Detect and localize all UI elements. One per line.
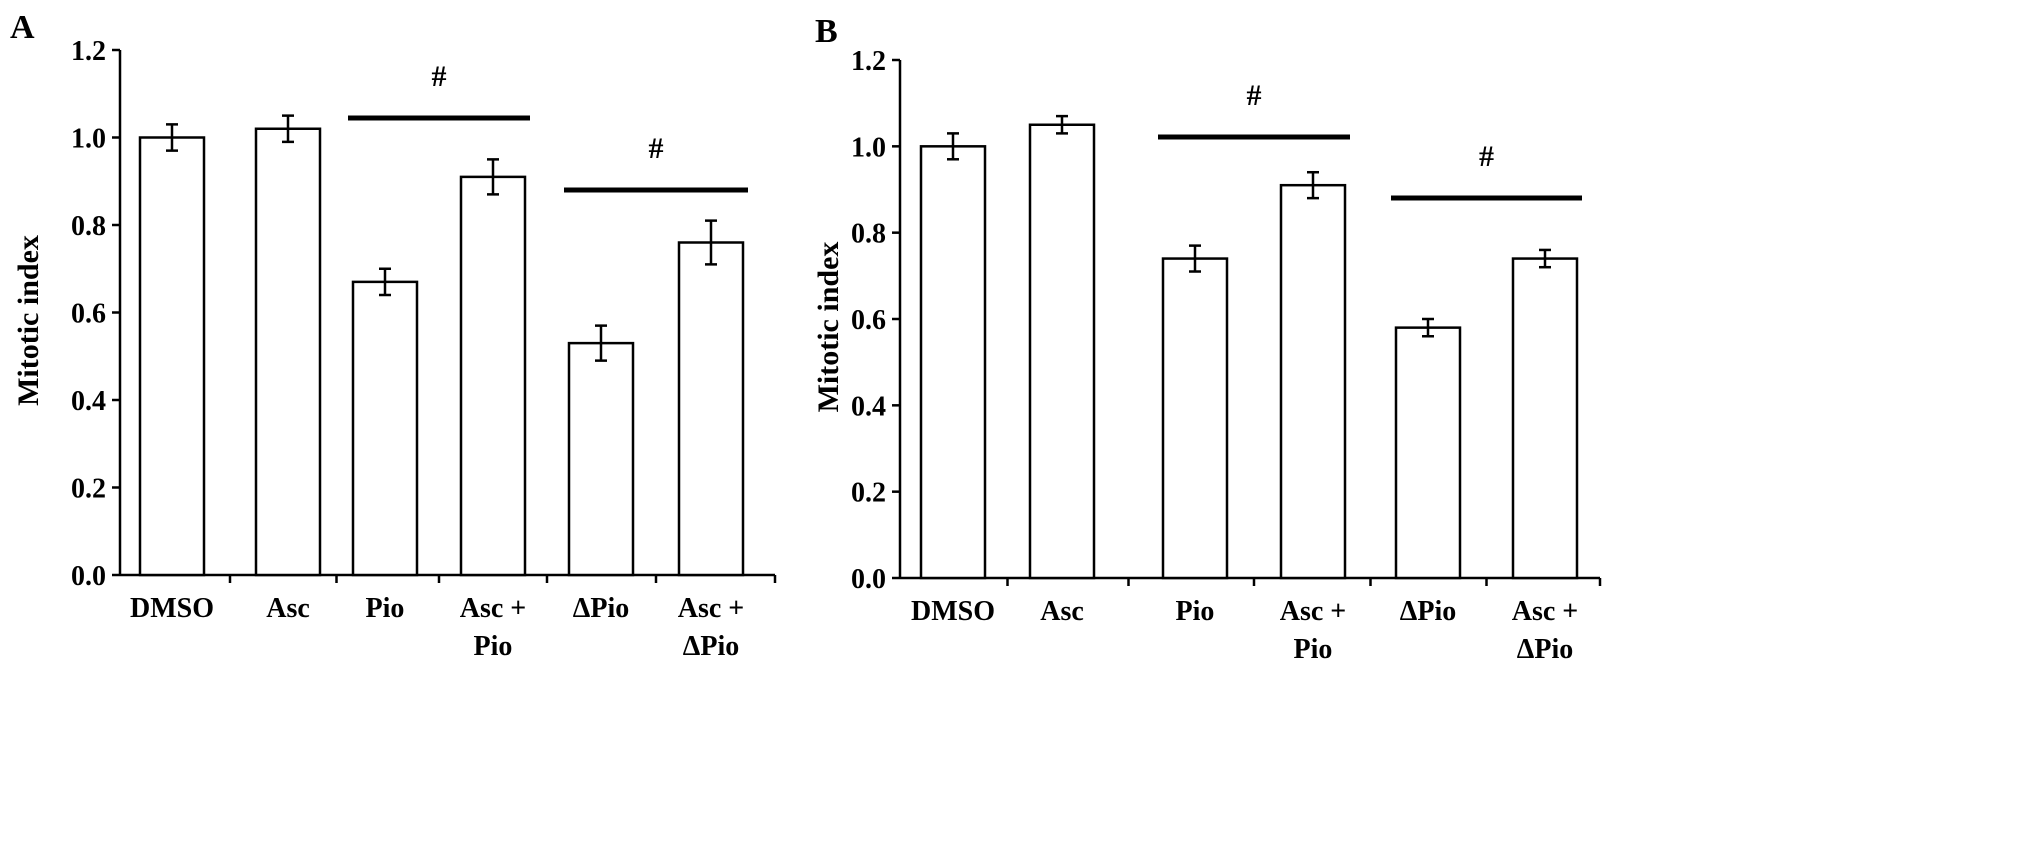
bar: [1161, 257, 1229, 580]
x-tick-label: Asc +: [1280, 596, 1347, 627]
x-tick-label: Pio: [1294, 634, 1333, 665]
x-tick-label: DMSO: [130, 593, 214, 624]
bar: [1279, 183, 1347, 580]
y-tick-label: 1.2: [71, 36, 106, 67]
y-tick-label: 0.8: [851, 219, 886, 250]
y-axis-label: Mitotic index: [812, 242, 845, 413]
x-tick-label: Pio: [474, 631, 513, 662]
x-tick-label: Pio: [1176, 596, 1215, 627]
bar: [254, 127, 322, 577]
bar: [919, 145, 987, 580]
panel-a: A 0.0 0.2 0.4 0.6 0.8 1.0 1.2 Mitotic index DMSO A…: [10, 9, 777, 662]
y-tick-label: 0.4: [71, 386, 106, 417]
x-tick-label: Asc: [1040, 596, 1084, 627]
x-tick-label: Asc +: [1512, 596, 1579, 627]
bar: [1511, 257, 1579, 580]
y-tick-label: 0.2: [71, 474, 106, 505]
bar: [1394, 326, 1462, 580]
x-tick-label: DMSO: [911, 596, 995, 627]
significance-symbol: #: [649, 132, 664, 165]
x-tick-label: Asc: [266, 593, 310, 624]
significance-symbol: #: [1479, 140, 1494, 173]
y-axis-label: Mitotic index: [12, 235, 45, 406]
significance-symbol: #: [432, 60, 447, 93]
x-tick-label: Asc +: [460, 593, 527, 624]
bar: [351, 280, 419, 577]
bar: [138, 136, 206, 577]
bar: [677, 241, 745, 577]
y-tick-label: 0.0: [851, 564, 886, 595]
x-tick-label: Pio: [366, 593, 405, 624]
significance-symbol: #: [1247, 79, 1262, 112]
y-tick-label: 1.2: [851, 46, 886, 77]
y-tick-label: 0.0: [71, 561, 106, 592]
y-tick-label: 0.6: [71, 299, 106, 330]
x-tick-label: ΔPio: [573, 593, 629, 624]
x-tick-label: ΔPio: [1400, 596, 1456, 627]
x-tick-label: ΔPio: [683, 631, 739, 662]
x-tick-label: ΔPio: [1517, 634, 1573, 665]
bar: [459, 175, 527, 577]
y-tick-label: 1.0: [851, 132, 886, 163]
y-tick-label: 1.0: [71, 124, 106, 155]
panel-label: B: [815, 13, 838, 50]
y-tick-label: 0.2: [851, 478, 886, 509]
bar: [1028, 123, 1096, 580]
y-tick-label: 0.6: [851, 305, 886, 336]
bar: [567, 341, 635, 577]
y-tick-label: 0.4: [851, 391, 886, 422]
y-tick-label: 0.8: [71, 211, 106, 242]
panel-b: B 0.0 0.2 0.4 0.6 0.8 1.0 1.2 Mitotic index DMSO A…: [812, 13, 1602, 665]
panel-label: A: [10, 9, 35, 46]
x-tick-label: Asc +: [678, 593, 745, 624]
